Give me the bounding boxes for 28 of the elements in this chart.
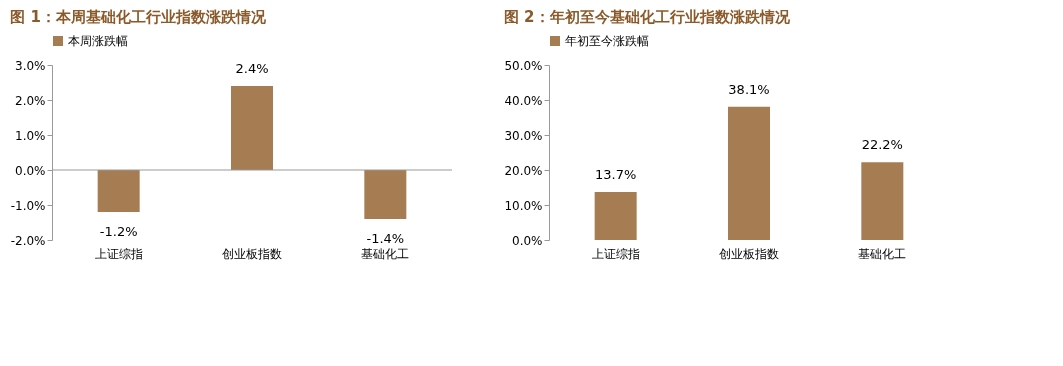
x-tick-label: 上证综指: [591, 246, 640, 261]
y-tick-label: 0.0%: [512, 233, 543, 248]
y-tick-label: -2.0%: [10, 233, 46, 248]
chart-title: 图 1：本周基础化工行业指数涨跌情况: [10, 8, 267, 26]
y-tick-label: -1.0%: [10, 198, 46, 213]
y-tick-label: 2.0%: [15, 93, 46, 108]
y-tick-label: 0.0%: [15, 163, 46, 178]
text: -1.2%: [99, 224, 138, 239]
text: -1.4%: [366, 231, 405, 246]
x-tick-label: 创业板指数: [222, 246, 282, 261]
x-tick-label: 创业板指数: [719, 246, 779, 261]
x-tick-label: 基础化工: [361, 246, 410, 261]
x-tick-label: 基础化工: [858, 246, 907, 261]
text: 2.4%: [235, 61, 269, 76]
text: 38.1%: [728, 81, 770, 97]
legend-label: 年初至今涨跌幅: [565, 34, 649, 48]
text: 22.2%: [861, 137, 903, 153]
text: 13.7%: [595, 167, 637, 183]
y-tick-label: 20.0%: [504, 163, 543, 178]
y-tick-label: 50.0%: [504, 58, 543, 73]
y-tick-label: 1.0%: [15, 128, 46, 143]
y-tick-label: 3.0%: [15, 58, 46, 73]
y-tick-label: 40.0%: [504, 93, 543, 108]
chart-title: 图 2：年初至今基础化工行业指数涨跌情况: [503, 8, 791, 26]
legend-label: 本周涨跌幅: [68, 34, 128, 48]
y-tick-label: 10.0%: [504, 198, 543, 213]
x-tick-label: 上证综指: [94, 246, 143, 261]
y-tick-label: 30.0%: [504, 128, 543, 143]
